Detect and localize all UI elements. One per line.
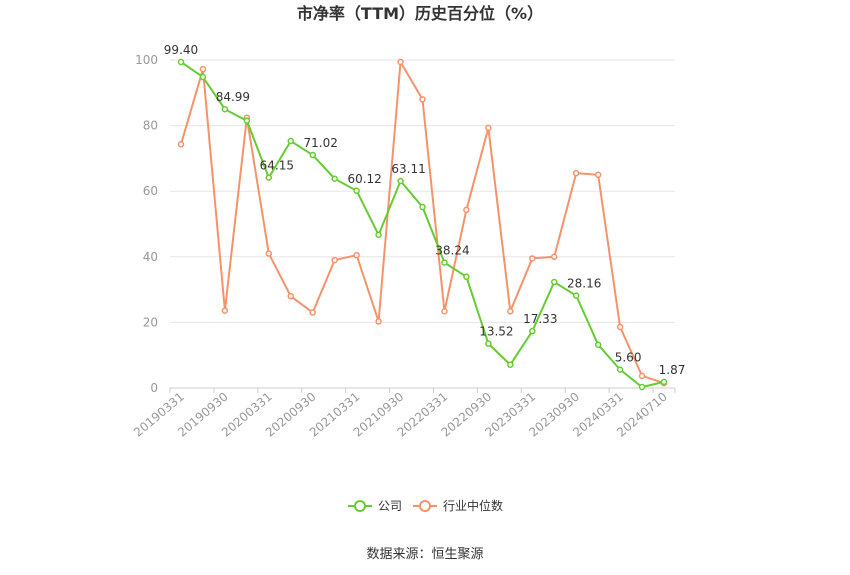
legend-swatch-marker — [354, 500, 366, 512]
data-label: 84.99 — [216, 90, 250, 104]
data-label: 13.52 — [479, 325, 513, 339]
data-label: 38.24 — [435, 244, 469, 258]
data-point — [287, 292, 295, 300]
y-tick-label: 80 — [143, 119, 158, 133]
data-point — [309, 151, 316, 159]
y-tick-label: 100 — [135, 53, 158, 67]
data-label: 17.33 — [523, 312, 557, 326]
data-point — [177, 58, 185, 66]
x-axis: 2019033120190930202003312020093020210331… — [131, 387, 676, 440]
data-point — [594, 341, 602, 348]
data-point — [199, 73, 207, 81]
data-point — [638, 383, 646, 391]
data-point — [353, 187, 360, 195]
data-point — [660, 378, 668, 386]
data-point — [507, 361, 514, 368]
y-tick-label: 20 — [143, 315, 158, 329]
data-point — [287, 137, 295, 145]
y-tick-label: 60 — [143, 184, 158, 198]
grid — [170, 59, 675, 323]
legend[interactable]: 公司 行业中位数 — [348, 498, 503, 513]
data-point — [529, 255, 536, 262]
legend-item[interactable]: 行业中位数 — [413, 498, 503, 513]
data-point — [397, 177, 404, 185]
chart-title: 市净率（TTM）历史百分位（%） — [297, 4, 543, 23]
series-line — [180, 61, 665, 389]
data-label: 71.02 — [304, 136, 338, 150]
data-point — [550, 278, 558, 286]
data-point — [616, 366, 624, 373]
data-label: 64.15 — [260, 159, 294, 173]
series-lines — [177, 58, 668, 391]
y-axis-ticks: 0 20 40 60 80 100 — [135, 53, 158, 395]
data-labels: 99.40 84.99 64.15 71.02 60.12 63.11 38.24 13.52… — [164, 43, 686, 377]
data-point — [485, 340, 492, 347]
data-point — [331, 256, 338, 264]
data-point — [419, 203, 426, 211]
series-line — [180, 58, 665, 385]
data-point — [353, 251, 360, 259]
data-point — [441, 259, 448, 266]
data-point — [485, 124, 492, 132]
legend-item[interactable]: 公司 — [348, 499, 402, 513]
data-label: 28.16 — [567, 277, 601, 291]
data-point — [177, 141, 185, 148]
data-point — [572, 169, 580, 177]
legend-label: 公司 — [378, 499, 402, 513]
data-point — [309, 309, 316, 316]
y-tick-label: 0 — [150, 381, 158, 395]
data-point — [265, 250, 273, 257]
data-point — [331, 175, 338, 182]
data-point — [638, 372, 646, 380]
data-point — [265, 174, 273, 181]
data-point — [221, 105, 229, 113]
data-point — [375, 318, 382, 325]
data-point — [550, 253, 558, 261]
data-point — [463, 273, 470, 281]
legend-swatch-marker — [419, 500, 431, 512]
data-point — [243, 117, 251, 124]
legend-label: 行业中位数 — [443, 498, 503, 513]
data-point — [507, 307, 514, 315]
data-label: 99.40 — [164, 43, 198, 57]
data-point — [221, 307, 229, 314]
data-point — [572, 292, 580, 299]
source-note: 数据来源：恒生聚源 — [366, 547, 483, 562]
data-point — [375, 231, 382, 239]
data-label: 1.87 — [659, 363, 686, 377]
data-point — [594, 171, 602, 179]
data-label: 60.12 — [347, 172, 381, 186]
data-point — [529, 327, 536, 335]
data-point — [463, 206, 470, 214]
data-point — [397, 58, 404, 66]
data-point — [616, 323, 624, 331]
data-point — [199, 65, 207, 73]
data-point — [419, 96, 426, 103]
data-label: 5.60 — [615, 351, 642, 365]
data-label: 63.11 — [391, 162, 425, 176]
y-tick-label: 40 — [143, 250, 158, 264]
data-point — [441, 307, 448, 315]
